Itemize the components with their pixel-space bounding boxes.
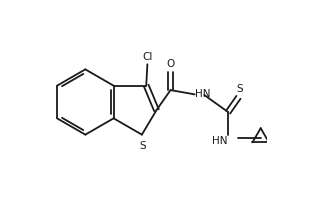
Text: Cl: Cl — [142, 52, 152, 62]
Text: O: O — [167, 59, 175, 69]
Text: S: S — [140, 141, 146, 151]
Text: S: S — [236, 84, 243, 94]
Text: HN: HN — [211, 136, 227, 146]
Text: HN: HN — [195, 89, 210, 99]
